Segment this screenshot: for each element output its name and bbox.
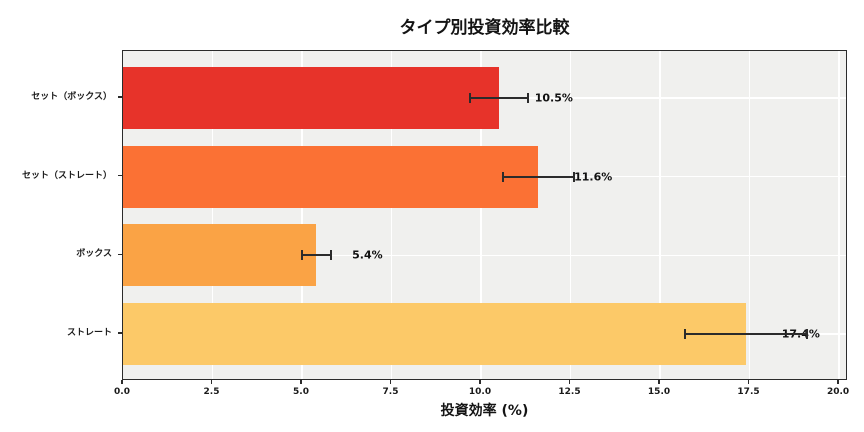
- x-gridline: [838, 51, 840, 379]
- x-tick-mark: [568, 380, 571, 384]
- bar-value-label: 10.5%: [534, 91, 573, 105]
- error-bar-cap: [573, 171, 576, 182]
- error-bar-cap: [301, 250, 303, 261]
- x-tick-label: 20.0: [826, 387, 850, 397]
- x-tick-mark: [121, 380, 123, 384]
- chart-title: タイプ別投資効率比較: [399, 18, 570, 38]
- y-gridline: [123, 254, 846, 257]
- x-tick-mark: [479, 380, 481, 384]
- x-tick-mark: [300, 380, 302, 384]
- x-tick-label: 5.0: [293, 387, 309, 397]
- x-tick-label: 15.0: [647, 387, 671, 397]
- bar-3: [123, 224, 317, 287]
- x-axis-label: 投資効率 (%): [440, 403, 529, 419]
- error-bar: [470, 97, 528, 99]
- x-tick-mark: [210, 380, 213, 384]
- error-bar: [685, 333, 807, 335]
- x-tick-label: 12.5: [558, 387, 581, 397]
- bar-value-label: 11.6%: [574, 170, 613, 184]
- error-bar: [502, 175, 575, 178]
- x-tick-label: 7.5: [382, 387, 399, 397]
- error-bar-cap: [805, 329, 808, 339]
- x-tick-label: 10.0: [468, 387, 492, 397]
- x-gridline: [569, 51, 572, 379]
- bar-1: [123, 67, 499, 129]
- x-tick-label: 17.5: [737, 387, 760, 397]
- y-tick-label: セット（ストレート）: [21, 170, 112, 181]
- error-bar-cap: [469, 93, 472, 103]
- error-bar: [302, 254, 331, 257]
- x-gridline: [301, 51, 303, 379]
- x-tick-label: 2.5: [203, 387, 220, 397]
- bar-2: [123, 145, 539, 208]
- x-gridline: [480, 51, 482, 379]
- error-bar-cap: [501, 171, 504, 182]
- x-tick-mark: [837, 380, 839, 384]
- y-tick-label: ボックス: [76, 249, 112, 260]
- error-bar-cap: [329, 250, 332, 261]
- x-tick-label: 0.0: [114, 387, 130, 397]
- x-gridline: [390, 51, 393, 379]
- plot-area: 10.5%11.6%5.4%17.4%: [122, 50, 847, 380]
- y-tick-label: セット（ボックス）: [31, 92, 112, 102]
- x-gridline: [748, 51, 751, 379]
- y-tick-label: ストレート: [66, 328, 112, 338]
- bar-4: [123, 303, 746, 365]
- x-gridline: [659, 51, 661, 379]
- y-tick-mark: [118, 174, 122, 177]
- x-tick-mark: [747, 380, 750, 384]
- error-bar-cap: [684, 329, 687, 339]
- x-tick-mark: [389, 380, 392, 384]
- y-tick-mark: [118, 253, 122, 256]
- y-tick-mark: [118, 332, 122, 334]
- x-tick-mark: [658, 380, 660, 384]
- y-tick-mark: [118, 96, 122, 98]
- error-bar-cap: [526, 93, 529, 103]
- bar-value-label: 5.4%: [352, 248, 383, 262]
- x-gridline: [211, 51, 214, 379]
